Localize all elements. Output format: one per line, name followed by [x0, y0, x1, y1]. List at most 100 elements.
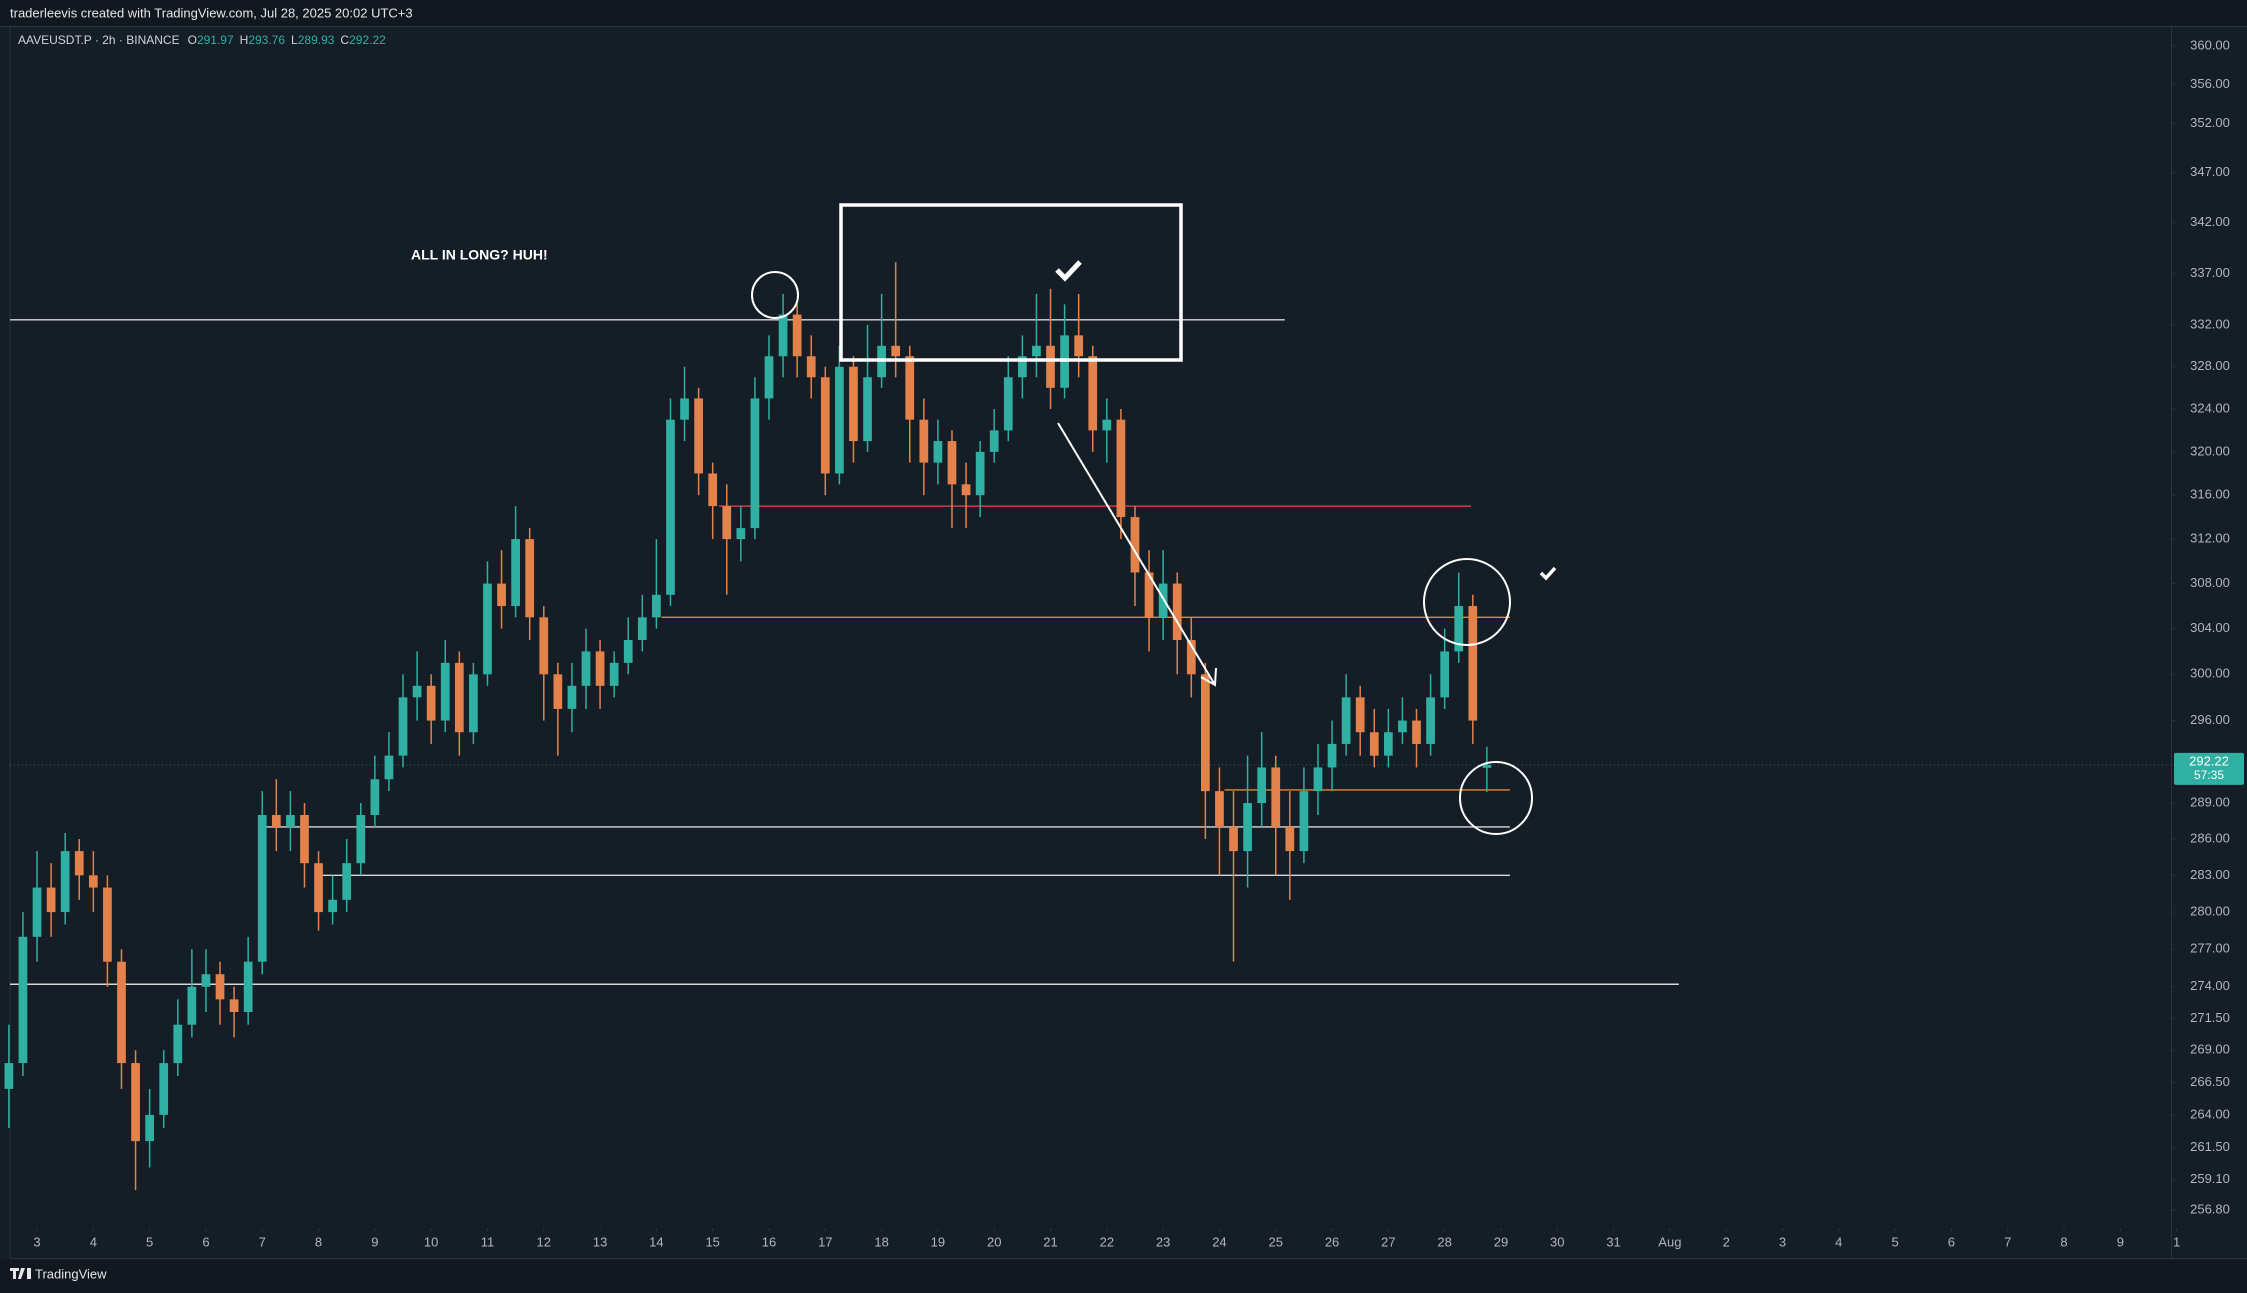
x-tick-label: 5	[146, 1234, 153, 1249]
candle-body	[243, 961, 253, 1013]
x-tick-label: Aug	[1658, 1234, 1681, 1249]
x-tick-label: 1	[2173, 1234, 2180, 1249]
candle-body	[1003, 377, 1013, 431]
candle-body	[440, 662, 450, 721]
candle-body	[849, 366, 858, 442]
candle-body	[511, 539, 520, 607]
x-tick-label: 9	[371, 1234, 378, 1249]
y-tick-label: 266.50	[2190, 1074, 2230, 1089]
x-tick-label: 28	[1437, 1234, 1451, 1249]
candle-body	[74, 851, 84, 876]
x-tick-label: 6	[202, 1234, 209, 1249]
candle-body	[60, 851, 70, 913]
y-tick-label: 304.00	[2190, 620, 2230, 635]
candle-body	[975, 451, 985, 496]
y-tick-label: 300.00	[2190, 666, 2230, 681]
candle-body	[863, 377, 872, 442]
candle-body	[1426, 697, 1435, 744]
x-tick-label: 15	[705, 1234, 719, 1249]
candle-body	[454, 662, 464, 733]
candle-body	[1285, 826, 1295, 852]
x-tick-label: 8	[2060, 1234, 2067, 1249]
candle-body	[257, 814, 267, 962]
footer-bar	[0, 1260, 2247, 1293]
y-tick-label: 259.10	[2190, 1171, 2230, 1186]
x-tick-label: 24	[1212, 1234, 1226, 1249]
drawings	[751, 203, 1557, 835]
candle-body	[1454, 606, 1464, 652]
candle-body	[469, 674, 478, 733]
y-tick-label: 316.00	[2190, 487, 2230, 502]
x-tick-label: 13	[593, 1234, 607, 1249]
x-tick-label: 4	[1835, 1234, 1842, 1249]
x-tick-label: 16	[762, 1234, 776, 1249]
ohlc-label: L	[291, 33, 298, 47]
y-tick-label: 320.00	[2190, 443, 2230, 458]
candle-body	[680, 398, 689, 420]
candle-body	[1074, 335, 1084, 357]
x-tick-label: 10	[424, 1234, 438, 1249]
price-tag-countdown: 57:35	[2194, 768, 2224, 782]
x-tick-label: 30	[1550, 1234, 1564, 1249]
circle-drawing	[1423, 558, 1511, 646]
x-tick-label: 3	[33, 1234, 40, 1249]
candle-body	[103, 887, 112, 962]
x-tick-label: 19	[931, 1234, 945, 1249]
y-tick-label: 289.00	[2190, 794, 2230, 809]
candle-body	[891, 345, 901, 357]
ohlc-label: H	[240, 33, 249, 47]
candle-body	[736, 528, 746, 540]
x-tick-label: 3	[1779, 1234, 1786, 1249]
candle-body	[1102, 419, 1112, 431]
y-tick-label: 286.00	[2190, 830, 2230, 845]
y-tick-label: 352.00	[2190, 115, 2230, 130]
candle-body	[1398, 720, 1407, 733]
candle-body	[1257, 767, 1267, 804]
candle-body	[286, 814, 295, 827]
candle-body	[961, 484, 971, 496]
candle-body	[412, 685, 422, 698]
candle-body	[1341, 697, 1351, 744]
candle-body	[1468, 606, 1478, 721]
header-text: traderleevis created with TradingView.co…	[10, 5, 413, 20]
logo	[10, 1268, 31, 1279]
ohlc-value: 289.93	[298, 33, 335, 47]
candle-body	[1158, 583, 1168, 618]
y-tick-label: 356.00	[2190, 76, 2230, 91]
annotation-text: ALL IN LONG? HUH!	[411, 247, 548, 263]
y-tick-label: 342.00	[2190, 214, 2230, 229]
x-tick-label: 5	[1891, 1234, 1898, 1249]
y-tick-label: 264.00	[2190, 1106, 2230, 1121]
candle-body	[342, 863, 352, 900]
candle-body	[1116, 419, 1126, 518]
candle-body	[229, 999, 239, 1013]
y-tick-label: 360.00	[2190, 37, 2230, 52]
circle-drawing	[1459, 761, 1533, 835]
candle-body	[1200, 674, 1210, 792]
x-tick-label: 18	[874, 1234, 888, 1249]
price-tag-value: 292.22	[2189, 753, 2229, 768]
candle-body	[1215, 791, 1224, 827]
check-drawing	[1539, 566, 1557, 581]
x-tick-label: 29	[1494, 1234, 1508, 1249]
candle-body	[792, 314, 802, 357]
y-tick-label: 296.00	[2190, 712, 2230, 727]
y-tick-label: 274.00	[2190, 978, 2230, 993]
candle-body	[1018, 356, 1027, 378]
x-tick-label: 9	[2117, 1234, 2124, 1249]
circle-drawing	[751, 271, 799, 319]
x-tick-label: 31	[1606, 1234, 1620, 1249]
candle-body	[623, 640, 633, 663]
candle-body	[356, 814, 366, 864]
x-tick-label: 14	[649, 1234, 663, 1249]
y-tick-label: 283.00	[2190, 867, 2230, 882]
symbol: AAVEUSDT.P · 2h · BINANCE	[18, 33, 180, 47]
x-tick-label: 25	[1269, 1234, 1283, 1249]
y-tick-label: 271.50	[2190, 1010, 2230, 1025]
candle-body	[1412, 720, 1421, 744]
box-drawing	[839, 203, 1183, 362]
candle-body	[525, 539, 535, 618]
candle-body	[1130, 517, 1140, 573]
y-tick-label: 337.00	[2190, 265, 2230, 280]
